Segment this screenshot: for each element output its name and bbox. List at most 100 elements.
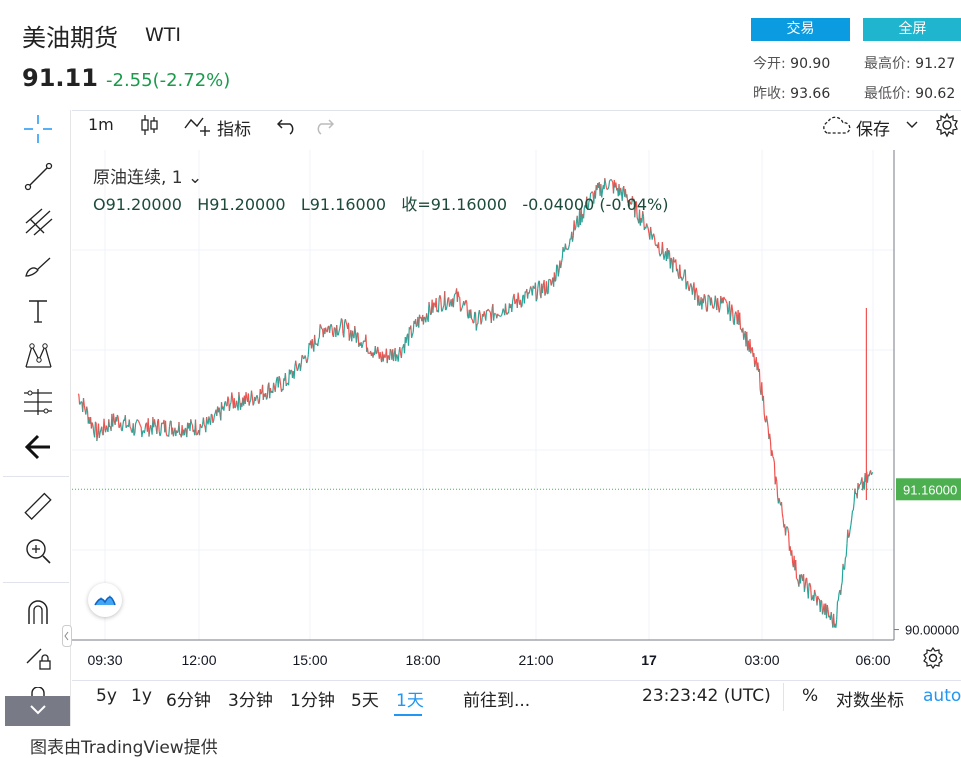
zoom-in-icon[interactable] bbox=[22, 535, 54, 567]
series-segment bbox=[564, 243, 567, 250]
crosshair-icon[interactable] bbox=[22, 113, 54, 145]
series-segment bbox=[852, 502, 855, 511]
series-segment bbox=[478, 309, 481, 315]
series-segment bbox=[440, 299, 443, 312]
collapse-toolbar-button[interactable] bbox=[5, 696, 70, 726]
series-segment bbox=[128, 419, 131, 428]
series-segment bbox=[387, 354, 390, 357]
series-segment bbox=[337, 330, 340, 336]
series-segment bbox=[251, 396, 254, 406]
series-segment bbox=[129, 426, 132, 429]
series-segment bbox=[714, 295, 717, 302]
period-6[interactable]: 1天 bbox=[396, 691, 424, 711]
collapse-handle-icon[interactable] bbox=[62, 625, 72, 647]
series-title[interactable]: 原油连续, 1 ⌄ bbox=[93, 168, 203, 188]
period-0[interactable]: 5y bbox=[96, 686, 117, 706]
series-segment bbox=[289, 369, 292, 375]
series-segment bbox=[489, 311, 492, 313]
period-4[interactable]: 1分钟 bbox=[290, 691, 335, 711]
interval-button[interactable]: 1m bbox=[88, 115, 114, 134]
series-segment bbox=[490, 308, 493, 324]
series-segment bbox=[278, 376, 281, 379]
series-segment bbox=[502, 308, 505, 312]
series-segment bbox=[397, 352, 400, 362]
measure-range-icon[interactable] bbox=[22, 386, 54, 418]
series-segment bbox=[233, 398, 236, 408]
series-segment bbox=[784, 527, 787, 536]
series-segment bbox=[621, 188, 624, 201]
series-segment bbox=[452, 296, 455, 308]
tradingview-logo[interactable] bbox=[88, 583, 122, 617]
series-segment bbox=[727, 309, 730, 315]
indicator-icon[interactable] bbox=[183, 114, 213, 138]
last-price-label: 91.16000 bbox=[903, 482, 957, 497]
series-segment bbox=[202, 417, 205, 425]
brush-icon[interactable] bbox=[22, 250, 54, 282]
lock-icon[interactable] bbox=[26, 687, 50, 699]
log-scale-toggle[interactable]: 对数坐标 bbox=[836, 691, 904, 711]
auto-scale-toggle[interactable]: auto bbox=[923, 686, 961, 706]
chevron-down-icon[interactable] bbox=[905, 119, 919, 131]
trade-button[interactable]: 交易 bbox=[751, 18, 850, 41]
series-segment bbox=[547, 279, 550, 294]
x-tick-label: 17 bbox=[641, 652, 657, 668]
series-segment bbox=[459, 297, 462, 312]
series-segment bbox=[724, 299, 727, 302]
series-segment bbox=[410, 325, 413, 338]
series-segment bbox=[511, 301, 514, 313]
pitchfork-icon[interactable] bbox=[22, 205, 54, 237]
series-segment bbox=[422, 316, 425, 325]
percent-toggle[interactable]: % bbox=[802, 686, 819, 706]
settings-gear-icon[interactable] bbox=[934, 112, 960, 138]
utc-clock[interactable]: 23:23:42 (UTC) bbox=[642, 686, 771, 706]
series-segment bbox=[148, 429, 151, 437]
period-2[interactable]: 6分钟 bbox=[166, 691, 211, 711]
series-segment bbox=[483, 311, 486, 316]
back-arrow-icon[interactable] bbox=[22, 431, 54, 463]
fullscreen-button[interactable]: 全屏 bbox=[863, 18, 961, 41]
series-segment bbox=[705, 304, 708, 312]
trend-line-icon[interactable] bbox=[22, 160, 54, 192]
period-1[interactable]: 1y bbox=[131, 686, 152, 706]
series-segment bbox=[318, 337, 320, 340]
series-segment bbox=[743, 335, 745, 340]
series-segment bbox=[134, 423, 137, 434]
series-segment bbox=[772, 456, 775, 459]
chevron-down-icon[interactable] bbox=[28, 703, 48, 717]
redo-icon[interactable] bbox=[312, 115, 334, 135]
indicator-button[interactable]: 指标 bbox=[217, 120, 251, 140]
series-segment bbox=[706, 310, 708, 312]
lock-drawing-icon[interactable] bbox=[22, 641, 54, 673]
period-5[interactable]: 5天 bbox=[351, 691, 379, 711]
series-segment bbox=[532, 285, 535, 289]
series-segment bbox=[480, 321, 483, 325]
magnet-icon[interactable] bbox=[22, 596, 54, 628]
series-segment bbox=[296, 369, 299, 372]
axis-settings-gear-icon[interactable] bbox=[921, 646, 945, 670]
series-segment bbox=[299, 364, 302, 371]
series-segment bbox=[306, 354, 309, 361]
series-segment bbox=[344, 319, 347, 323]
price-chart[interactable]: 90.00000 91.16000 09:30 12:00 15:00 18:00 21:0… bbox=[72, 150, 961, 680]
series-segment bbox=[586, 196, 589, 210]
toolbar-separator bbox=[3, 476, 69, 477]
candle-type-icon[interactable] bbox=[139, 113, 161, 137]
series-segment bbox=[606, 188, 609, 191]
pattern-icon[interactable] bbox=[22, 340, 54, 372]
series-segment bbox=[266, 385, 269, 398]
series-segment bbox=[92, 425, 95, 434]
ruler-icon[interactable] bbox=[22, 491, 54, 523]
save-button[interactable]: 保存 bbox=[856, 120, 890, 140]
series-segment bbox=[796, 578, 799, 582]
series-segment bbox=[412, 320, 415, 333]
series-segment bbox=[463, 302, 466, 306]
series-segment bbox=[396, 354, 398, 357]
series-segment bbox=[870, 472, 873, 476]
series-segment bbox=[541, 285, 544, 294]
period-3[interactable]: 3分钟 bbox=[228, 691, 273, 711]
series-segment bbox=[537, 281, 540, 289]
undo-icon[interactable] bbox=[277, 115, 299, 135]
goto-button[interactable]: 前往到... bbox=[463, 691, 531, 711]
series-segment bbox=[354, 326, 357, 334]
text-tool-icon[interactable] bbox=[22, 295, 54, 327]
